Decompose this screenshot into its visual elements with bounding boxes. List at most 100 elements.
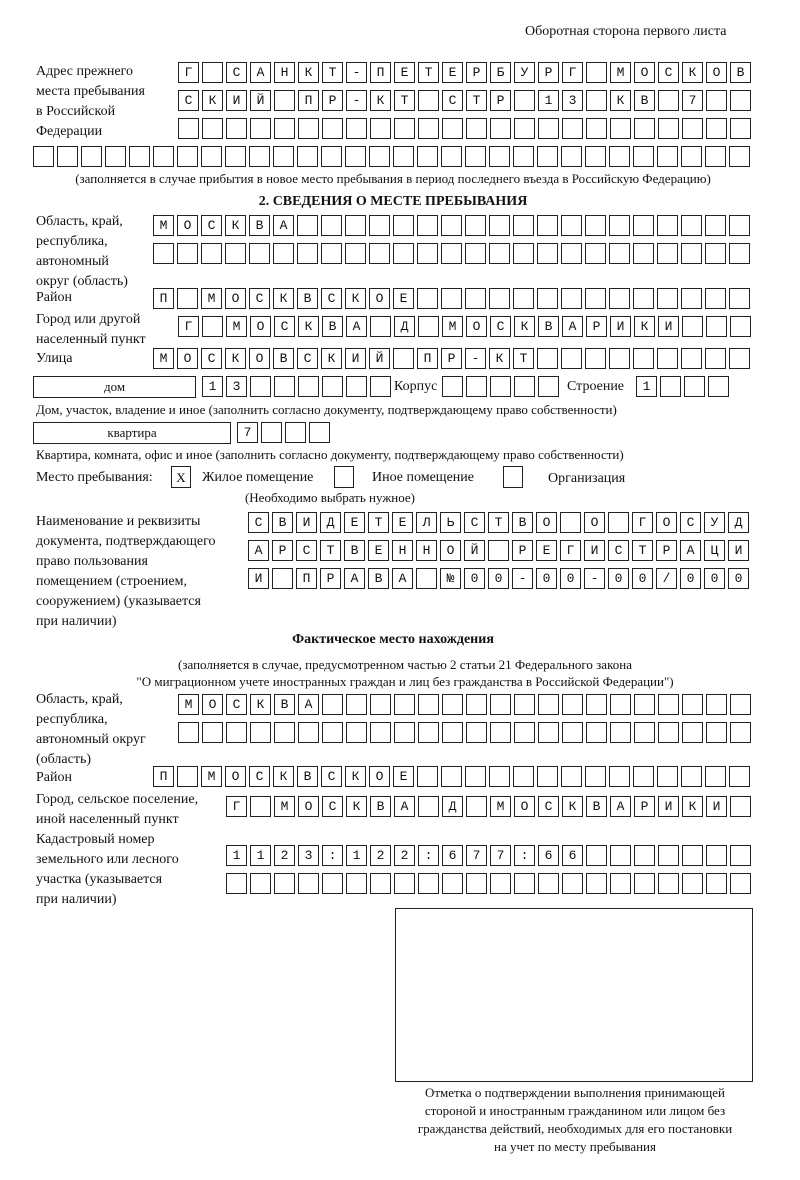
form-cell[interactable] [658,316,679,337]
form-cell[interactable] [633,243,654,264]
form-cell[interactable] [202,62,223,83]
form-cell[interactable] [561,146,582,167]
form-cell[interactable] [634,90,655,111]
form-cell[interactable] [682,873,703,894]
form-cell[interactable] [298,722,319,743]
form-cell[interactable] [658,722,679,743]
form-cell[interactable] [729,215,750,236]
form-cell[interactable] [273,766,294,787]
form-cell[interactable] [322,316,343,337]
form-cell[interactable] [633,766,654,787]
form-cell[interactable] [514,873,535,894]
form-cell[interactable] [272,540,293,561]
form-cell[interactable] [346,90,367,111]
form-cell[interactable] [633,215,654,236]
form-cell[interactable] [418,316,439,337]
form-cell[interactable] [346,694,367,715]
form-cell[interactable] [202,118,223,139]
form-cell[interactable] [610,845,631,866]
form-cell[interactable] [442,62,463,83]
form-cell[interactable] [489,215,510,236]
form-cell[interactable] [729,348,750,369]
form-cell[interactable] [202,694,223,715]
form-cell[interactable] [490,376,511,397]
form-cell[interactable] [656,512,677,533]
form-cell[interactable] [250,376,271,397]
form-cell[interactable] [610,694,631,715]
form-cell[interactable] [417,243,438,264]
form-cell[interactable] [202,316,223,337]
form-cell[interactable] [345,766,366,787]
form-cell[interactable] [584,512,605,533]
form-cell[interactable] [705,288,726,309]
form-cell[interactable] [273,215,294,236]
form-cell[interactable] [658,694,679,715]
form-cell[interactable] [416,568,437,589]
form-cell[interactable] [322,90,343,111]
form-cell[interactable] [298,845,319,866]
form-cell[interactable] [560,540,581,561]
form-cell[interactable] [322,722,343,743]
form-cell[interactable] [489,288,510,309]
form-cell[interactable] [634,845,655,866]
form-cell[interactable] [153,146,174,167]
form-cell[interactable] [561,348,582,369]
form-cell[interactable] [322,62,343,83]
form-cell[interactable] [225,215,246,236]
form-cell[interactable] [273,348,294,369]
form-cell[interactable] [370,694,391,715]
form-cell[interactable] [536,540,557,561]
form-cell[interactable] [177,215,198,236]
form-cell[interactable] [368,568,389,589]
form-cell[interactable] [682,694,703,715]
form-cell[interactable] [705,243,726,264]
form-cell[interactable] [706,694,727,715]
form-cell[interactable] [370,873,391,894]
form-cell[interactable] [370,845,391,866]
form-cell[interactable] [656,568,677,589]
form-cell[interactable] [249,766,270,787]
form-cell[interactable] [370,316,391,337]
form-cell[interactable] [560,512,581,533]
form-cell[interactable] [466,796,487,817]
form-cell[interactable] [705,766,726,787]
form-cell[interactable] [369,348,390,369]
form-cell[interactable] [272,568,293,589]
form-cell[interactable] [610,62,631,83]
form-cell[interactable] [464,540,485,561]
form-cell[interactable] [632,512,653,533]
form-cell[interactable] [250,796,271,817]
form-cell[interactable] [730,62,751,83]
form-cell[interactable] [514,90,535,111]
form-cell[interactable] [201,348,222,369]
form-cell[interactable] [658,62,679,83]
form-cell[interactable] [201,288,222,309]
form-cell[interactable] [728,540,749,561]
form-cell[interactable] [392,540,413,561]
form-cell[interactable] [274,694,295,715]
form-cell[interactable] [442,845,463,866]
form-cell[interactable] [274,845,295,866]
form-cell[interactable] [153,766,174,787]
form-cell[interactable] [418,845,439,866]
form-cell[interactable] [466,845,487,866]
form-cell[interactable] [682,796,703,817]
form-cell[interactable] [417,288,438,309]
form-cell[interactable] [466,873,487,894]
form-cell[interactable] [465,243,486,264]
form-cell[interactable] [345,215,366,236]
form-cell[interactable] [681,288,702,309]
form-cell[interactable] [322,118,343,139]
form-cell[interactable] [296,540,317,561]
form-cell[interactable] [394,796,415,817]
form-cell[interactable] [250,694,271,715]
form-cell[interactable] [708,376,729,397]
form-cell[interactable] [370,90,391,111]
form-cell[interactable] [368,512,389,533]
form-cell[interactable] [633,146,654,167]
form-cell[interactable] [657,766,678,787]
form-cell[interactable] [321,243,342,264]
form-cell[interactable] [586,722,607,743]
form-cell[interactable] [562,62,583,83]
form-cell[interactable] [633,288,654,309]
